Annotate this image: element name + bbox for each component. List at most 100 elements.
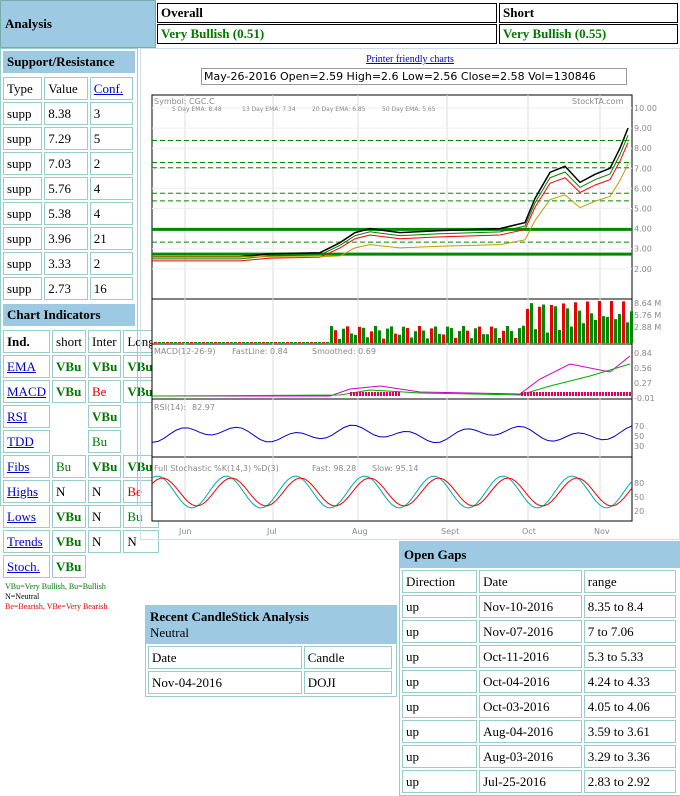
cell-text: 5.38 bbox=[48, 205, 71, 221]
indicator-link[interactable]: Highs bbox=[7, 483, 39, 499]
legend-bullish: VBu=Very Bullish, Bu=Bullish bbox=[5, 582, 106, 591]
volume-bar bbox=[326, 342, 329, 343]
page-title: Analysis bbox=[5, 16, 52, 31]
macd-label: MACD(12-26-9) bbox=[154, 347, 215, 356]
volume-bar bbox=[430, 328, 433, 343]
volume-bar bbox=[222, 342, 225, 343]
cell: 21 bbox=[89, 227, 133, 250]
volume-bar bbox=[254, 342, 257, 343]
cell[interactable]: RSI bbox=[3, 405, 51, 428]
printer-friendly-link[interactable]: Printer friendly charts bbox=[366, 54, 454, 65]
macd-signal-line bbox=[151, 363, 631, 397]
cell-text: up bbox=[406, 773, 419, 789]
price-tick: 5.00 bbox=[634, 205, 652, 214]
cell[interactable]: Stoch. bbox=[3, 555, 51, 578]
macd-histogram-bar bbox=[587, 392, 589, 396]
volume-bar bbox=[422, 330, 425, 343]
cell: supp bbox=[3, 152, 43, 175]
cell-text: Be bbox=[127, 483, 142, 499]
cell: 4 bbox=[89, 177, 133, 200]
indicator-link[interactable]: EMA bbox=[7, 358, 36, 374]
ohlc-info: May-26-2016 Open=2.59 High=2.6 Low=2.56 … bbox=[201, 68, 627, 85]
volume-bar bbox=[318, 342, 321, 343]
volume-bar bbox=[410, 337, 413, 343]
volume-bar bbox=[426, 338, 429, 343]
col-header-link[interactable]: Conf. bbox=[93, 80, 124, 96]
macd-histogram-bar bbox=[398, 392, 400, 396]
volume-bar bbox=[278, 342, 281, 343]
macd-tick: 0.56 bbox=[634, 364, 652, 373]
cell: N bbox=[88, 505, 122, 528]
volume-bar bbox=[542, 304, 545, 343]
table-row: supp 3.33 2 bbox=[3, 252, 133, 275]
cell: 7 to 7.06 bbox=[583, 620, 676, 643]
indicator-link[interactable]: RSI bbox=[7, 408, 28, 424]
header-row: Ind. short Inter Long bbox=[3, 330, 159, 353]
col-header: Date bbox=[148, 646, 302, 669]
cell: 5 bbox=[89, 127, 133, 150]
volume-bar bbox=[602, 316, 605, 343]
macd-tick: 0.84 bbox=[634, 349, 652, 358]
stoch-slow: Slow: 95.14 bbox=[372, 464, 418, 473]
volume-bar bbox=[626, 322, 629, 343]
header-row: Type Value Conf. bbox=[3, 77, 133, 100]
macd-histogram-bar bbox=[608, 392, 610, 396]
col-header-text: Long bbox=[127, 333, 155, 349]
stoch-tick: 50 bbox=[634, 493, 644, 502]
indicator-link[interactable]: Stoch. bbox=[7, 558, 40, 574]
indicator-link[interactable]: Trends bbox=[7, 533, 43, 549]
cell: VBu bbox=[52, 355, 87, 378]
cell-text: VBu bbox=[127, 358, 153, 374]
indicator-link[interactable]: MACD bbox=[7, 383, 47, 399]
macd-histogram-bar bbox=[350, 392, 352, 396]
volume-bar bbox=[366, 337, 369, 343]
cell[interactable]: Fibs bbox=[3, 455, 51, 478]
volume-bar bbox=[510, 330, 513, 343]
indicator-link[interactable]: Fibs bbox=[7, 458, 30, 474]
volume-bar bbox=[630, 311, 633, 343]
cell-text: Be bbox=[92, 383, 107, 399]
macd-histogram-bar bbox=[629, 392, 631, 396]
macd-histogram-bar bbox=[533, 392, 535, 396]
macd-histogram-bar bbox=[581, 392, 583, 396]
macd-histogram-bar bbox=[539, 392, 541, 396]
cell-text: up bbox=[406, 748, 419, 764]
table-row: up Aug-03-2016 3.29 to 3.36 bbox=[402, 745, 676, 768]
macd-histogram-bar bbox=[575, 392, 577, 396]
cell-text: 2 bbox=[93, 255, 101, 271]
cell[interactable]: Trends bbox=[3, 530, 51, 553]
volume-bar bbox=[358, 326, 361, 343]
cell: N bbox=[52, 480, 87, 503]
ema-label: 20 Day EMA: 6.85 bbox=[312, 106, 366, 113]
volume-bar bbox=[234, 342, 237, 343]
cell-text: VBu bbox=[56, 508, 82, 524]
cell-text: 7.03 bbox=[48, 155, 71, 171]
col-header[interactable]: Conf. bbox=[89, 77, 133, 100]
volume-bar bbox=[174, 342, 177, 343]
cell[interactable]: Lows bbox=[3, 505, 51, 528]
cell-text: 5 bbox=[93, 130, 101, 146]
volume-bar bbox=[210, 342, 213, 343]
cell-text: 7 to 7.06 bbox=[587, 623, 634, 639]
table-row: supp 5.76 4 bbox=[3, 177, 133, 200]
macd-histogram-bar bbox=[590, 392, 592, 396]
price-tick: 8.00 bbox=[634, 144, 652, 153]
cell[interactable]: TDD bbox=[3, 430, 51, 453]
indicator-link[interactable]: Lows bbox=[7, 508, 36, 524]
cell: VBu bbox=[52, 380, 87, 403]
cell[interactable]: MACD bbox=[3, 380, 51, 403]
cell[interactable]: EMA bbox=[3, 355, 51, 378]
price-tick: 6.00 bbox=[634, 184, 652, 193]
cell[interactable]: Highs bbox=[3, 480, 51, 503]
cell: 16 bbox=[89, 277, 133, 300]
cell: N bbox=[88, 480, 122, 503]
cell: Oct-11-2016 bbox=[479, 645, 582, 668]
table-row: up Aug-04-2016 3.59 to 3.61 bbox=[402, 720, 676, 743]
cell-text: VBu bbox=[56, 383, 82, 399]
volume-bar bbox=[610, 301, 613, 343]
volume-bar bbox=[402, 326, 405, 343]
indicator-link[interactable]: TDD bbox=[7, 433, 34, 449]
table-row: Lows VBu N Bu bbox=[3, 505, 159, 528]
short-label: Short bbox=[499, 3, 678, 23]
volume-bar bbox=[242, 342, 245, 343]
